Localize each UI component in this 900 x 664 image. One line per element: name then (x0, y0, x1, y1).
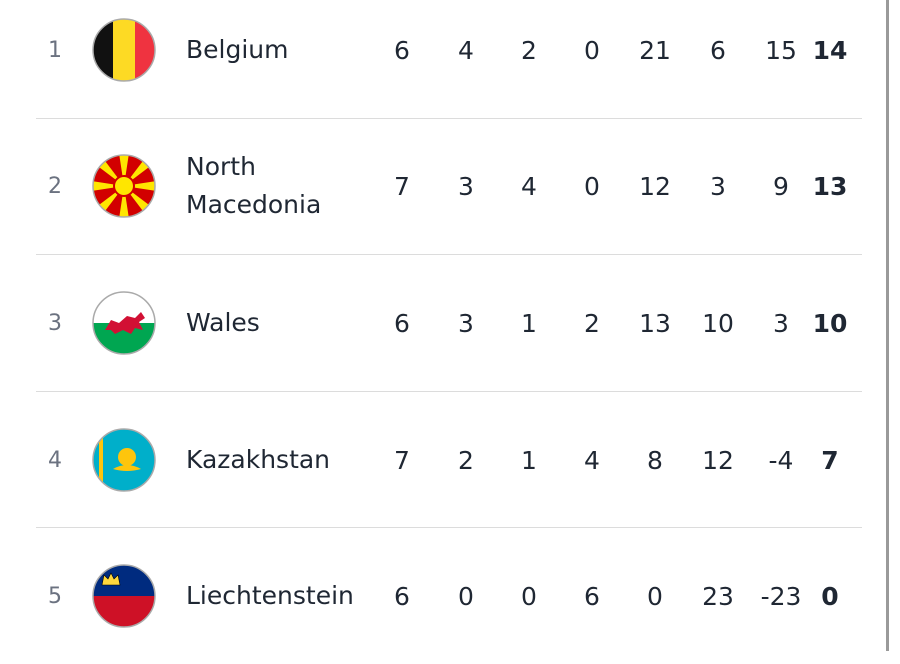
stat-value: 0 (584, 35, 600, 65)
table-row[interactable]: 3 Wales 10 6 3 1 2 13 10 3 (0, 255, 886, 391)
stat-value: 23 (702, 581, 734, 611)
stat-value: 12 (639, 171, 671, 201)
stat-value: 3 (458, 171, 474, 201)
points: 0 (821, 581, 839, 611)
points: 14 (812, 35, 848, 65)
stat-value: 8 (647, 445, 663, 475)
table-row[interactable]: 5 Liechtenstein 0 6 0 0 6 0 23 -23 (0, 528, 886, 664)
stat-value: 3 (458, 308, 474, 338)
stat-value: 4 (458, 35, 474, 65)
stat-value: 7 (394, 445, 410, 475)
stat-value: -23 (760, 581, 802, 611)
stat-value: 4 (521, 171, 537, 201)
rank: 4 (48, 447, 62, 473)
team-name: Belgium (186, 35, 289, 64)
flag (92, 428, 156, 492)
stat-value: 15 (765, 35, 797, 65)
stat-value: 0 (584, 171, 600, 201)
stat-value: 4 (584, 445, 600, 475)
flag (92, 154, 156, 218)
stat-value: 1 (521, 445, 537, 475)
stat-value: 6 (584, 581, 600, 611)
rank: 5 (48, 583, 62, 609)
stat-value: 2 (458, 445, 474, 475)
scroll-edge (886, 0, 889, 651)
stat-value: 12 (702, 445, 734, 475)
flag (92, 291, 156, 355)
stat-value: 6 (394, 308, 410, 338)
stat-value: 6 (710, 35, 726, 65)
stat-value: 3 (710, 171, 726, 201)
row-separator (36, 254, 862, 255)
row-separator (36, 118, 862, 119)
stat-value: -4 (768, 445, 794, 475)
stat-value: 6 (394, 35, 410, 65)
row-separator (36, 391, 862, 392)
stat-value: 9 (773, 171, 789, 201)
stat-value: 13 (639, 308, 671, 338)
stat-value: 7 (394, 171, 410, 201)
rank: 2 (48, 173, 62, 199)
table-row[interactable]: 1 Belgium 14 6 4 2 0 21 6 15 (0, 0, 886, 118)
team-name: North Macedonia (186, 152, 322, 219)
stat-value: 0 (647, 581, 663, 611)
team-name: Wales (186, 308, 260, 337)
rank: 3 (48, 310, 62, 336)
stat-value: 0 (458, 581, 474, 611)
flag (92, 564, 156, 628)
table-row[interactable]: 4 Kazakhstan 7 7 2 1 4 8 12 -4 (0, 392, 886, 528)
row-separator (36, 527, 862, 528)
points: 13 (812, 171, 848, 201)
team-name: Liechtenstein (186, 581, 354, 610)
stat-value: 6 (394, 581, 410, 611)
stat-value: 0 (521, 581, 537, 611)
flag (92, 18, 156, 82)
stat-value: 3 (773, 308, 789, 338)
stat-value: 1 (521, 308, 537, 338)
table-row[interactable]: 2 North Macedonia 13 7 3 4 0 12 3 9 (0, 118, 886, 254)
stat-value: 2 (584, 308, 600, 338)
points: 7 (821, 445, 839, 475)
rank: 1 (48, 37, 62, 63)
stat-value: 2 (521, 35, 537, 65)
points: 10 (812, 308, 848, 338)
stat-value: 10 (702, 308, 734, 338)
stat-value: 21 (639, 35, 671, 65)
team-name: Kazakhstan (186, 445, 331, 474)
